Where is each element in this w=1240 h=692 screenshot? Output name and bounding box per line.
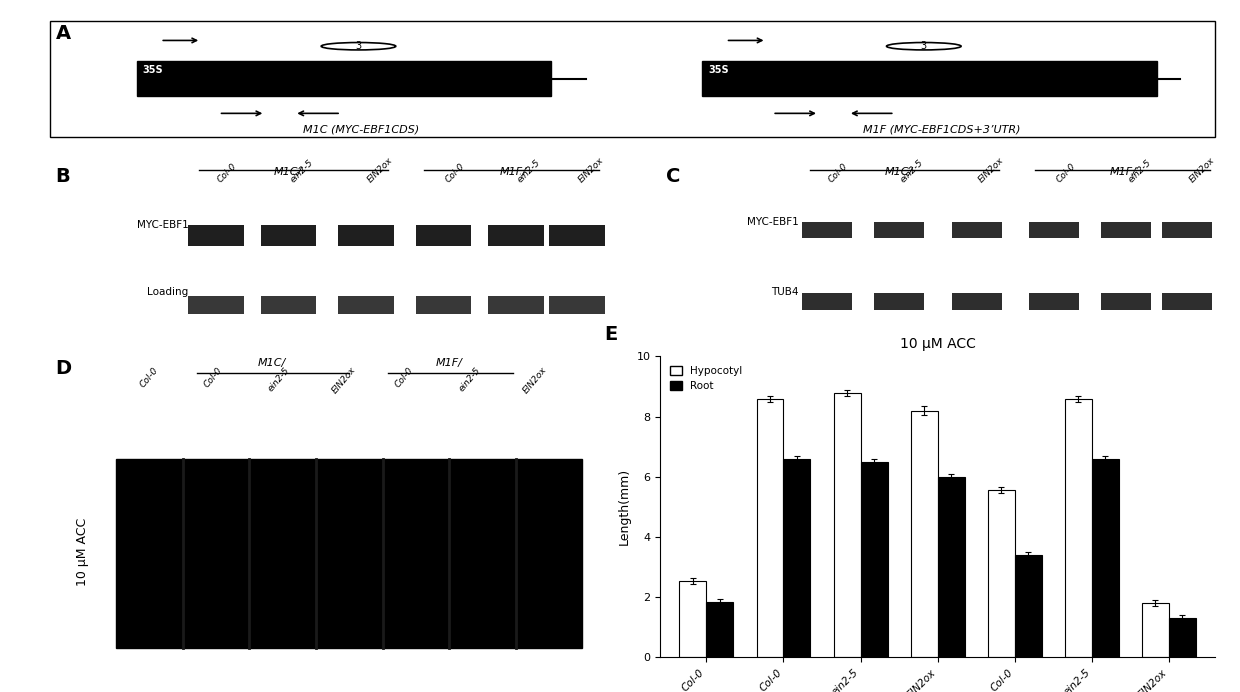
Bar (339, 225, 394, 246)
Text: 3: 3 (356, 42, 362, 51)
Bar (784, 459, 811, 657)
Text: M1F (MYC-EBF1CDS+3’UTR): M1F (MYC-EBF1CDS+3’UTR) (863, 124, 1021, 134)
Circle shape (321, 42, 396, 50)
Text: Col-0: Col-0 (216, 162, 239, 185)
Bar (988, 491, 1014, 657)
Bar (415, 225, 471, 246)
Y-axis label: Length(mm): Length(mm) (618, 468, 631, 545)
Text: M1C (MYC-EBF1CDS): M1C (MYC-EBF1CDS) (304, 124, 419, 134)
Text: B: B (55, 167, 69, 186)
Bar (1162, 222, 1213, 238)
Bar (1092, 459, 1118, 657)
Bar (680, 581, 707, 657)
Bar (802, 293, 852, 310)
Text: ein2-5: ein2-5 (458, 365, 482, 393)
Bar (138, 62, 551, 96)
Text: Col-0: Col-0 (1054, 162, 1078, 185)
Text: EIN2ox: EIN2ox (366, 156, 394, 185)
Text: M1C/: M1C/ (274, 167, 303, 177)
Bar (910, 410, 937, 657)
Text: Col-0: Col-0 (202, 365, 224, 389)
Text: EIN2ox: EIN2ox (977, 156, 1006, 185)
Bar (802, 222, 852, 238)
Bar (339, 295, 394, 313)
Bar (1014, 555, 1042, 657)
Text: M1F/: M1F/ (500, 167, 527, 177)
Title: 10 μM ACC: 10 μM ACC (900, 337, 976, 351)
Bar (260, 295, 316, 313)
Text: TUB4: TUB4 (771, 287, 799, 297)
Text: Col-0: Col-0 (394, 365, 415, 389)
Bar (1162, 293, 1213, 310)
Legend: Hypocotyl, Root: Hypocotyl, Root (666, 362, 746, 395)
Text: EIN2ox: EIN2ox (330, 365, 357, 396)
Bar (260, 225, 316, 246)
Bar (1169, 618, 1195, 657)
Bar (549, 225, 605, 246)
Text: MYC-EBF1: MYC-EBF1 (136, 221, 188, 230)
Bar (951, 222, 1002, 238)
Bar (874, 293, 924, 310)
Text: M1C/: M1C/ (258, 358, 285, 368)
Text: M1F/: M1F/ (1110, 167, 1137, 177)
Bar (861, 462, 888, 657)
Text: Col-0: Col-0 (444, 162, 466, 185)
Bar (117, 459, 583, 648)
Bar (415, 295, 471, 313)
Text: A: A (56, 24, 71, 43)
Text: ein2-5: ein2-5 (899, 158, 925, 185)
Bar (1101, 293, 1152, 310)
Bar (549, 295, 605, 313)
Bar (1029, 293, 1079, 310)
Text: C: C (666, 167, 680, 186)
Text: Col-0: Col-0 (139, 365, 160, 389)
Bar (874, 222, 924, 238)
Text: Loading: Loading (148, 287, 188, 297)
Text: ein2-5: ein2-5 (1126, 158, 1153, 185)
Text: 35S: 35S (143, 65, 164, 75)
Bar (188, 225, 244, 246)
Text: ein2-5: ein2-5 (288, 158, 315, 185)
Bar (707, 602, 733, 657)
Text: ein2-5: ein2-5 (516, 158, 542, 185)
Text: Col-0: Col-0 (827, 162, 849, 185)
Bar (937, 477, 965, 657)
Text: 3: 3 (921, 42, 926, 51)
Bar (1101, 222, 1152, 238)
Bar (1029, 222, 1079, 238)
Text: 35S: 35S (708, 65, 729, 75)
Bar (702, 62, 1157, 96)
Text: EIN2ox: EIN2ox (577, 156, 605, 185)
Bar (833, 392, 861, 657)
Circle shape (887, 42, 961, 50)
Text: E: E (605, 325, 618, 345)
Bar (188, 295, 244, 313)
Text: ein2-5: ein2-5 (267, 365, 291, 393)
Bar (1065, 399, 1092, 657)
Text: D: D (55, 359, 71, 379)
Text: MYC-EBF1: MYC-EBF1 (748, 217, 799, 227)
Text: EIN2ox: EIN2ox (1188, 156, 1216, 185)
Text: M1F/: M1F/ (435, 358, 463, 368)
Text: M1C/: M1C/ (884, 167, 913, 177)
Bar (756, 399, 784, 657)
Bar (489, 295, 543, 313)
Text: EIN2ox: EIN2ox (521, 365, 548, 396)
Bar (489, 225, 543, 246)
Bar (1142, 603, 1169, 657)
Bar (951, 293, 1002, 310)
Text: 10 μM ACC: 10 μM ACC (77, 518, 89, 586)
